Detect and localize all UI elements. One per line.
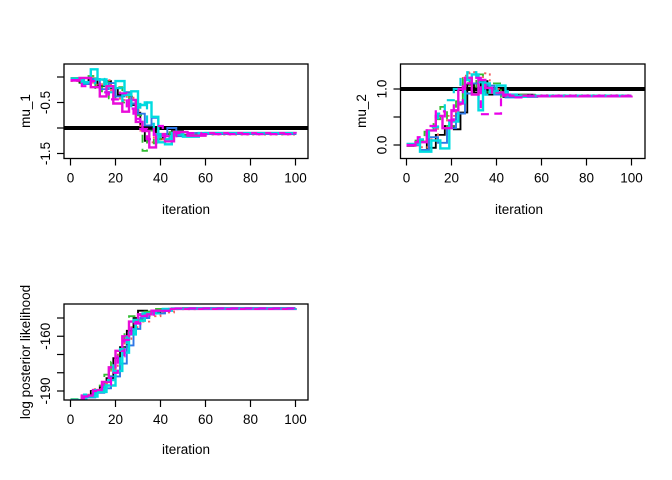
panel-top-right: 0 20 40 60 80 100 0.0 1.0	[375, 63, 646, 186]
trace-chain-7	[406, 71, 632, 145]
ylabel-mu2: mu_2	[354, 94, 369, 128]
trace-chain-8	[70, 79, 297, 141]
x-tick-label: 60	[198, 171, 213, 186]
x-tick-label: 80	[243, 412, 258, 427]
plot-area	[64, 68, 308, 152]
x-tick-label: 100	[284, 171, 307, 186]
plot-box	[63, 303, 309, 401]
plot-box	[63, 63, 309, 160]
trace-chain-8	[406, 76, 632, 147]
xlabel-iteration-top-right: iteration	[494, 202, 544, 217]
trace-chain-7	[70, 77, 297, 141]
trace-chain-5	[406, 73, 632, 153]
x-tick-label: 80	[243, 171, 258, 186]
panel-top-left: 0 20 40 60 80 100 -0.5 -1.5	[38, 63, 309, 186]
x-tick-label: 60	[534, 171, 549, 186]
x-tick-label: 60	[198, 412, 213, 427]
plot-area	[70, 307, 297, 400]
y-tick-label: -160	[38, 323, 53, 350]
plot-box	[399, 63, 646, 160]
y-tick-label: -0.5	[38, 91, 53, 114]
xlabel-iteration-top-left: iteration	[161, 202, 211, 217]
x-tick-label: 0	[403, 171, 411, 186]
y-tick-label: 1.0	[375, 80, 390, 99]
xlabel-iteration-bottom-left: iteration	[161, 442, 211, 457]
x-tick-label: 0	[67, 412, 75, 427]
trace-chain-3	[70, 75, 297, 152]
y-tick-label: 0.0	[375, 136, 390, 155]
x-tick-label: 40	[153, 171, 168, 186]
x-tick-label: 20	[444, 171, 459, 186]
trace-chain-8	[70, 307, 297, 400]
trace-chain-1	[406, 80, 633, 149]
y-tick-label: -1.5	[38, 142, 53, 165]
ylabel-log-posterior-likelihood: log posterior likelihood	[18, 284, 33, 420]
x-tick-label: 100	[284, 412, 307, 427]
y-tick-label: -190	[38, 377, 53, 404]
x-tick-label: 80	[579, 171, 594, 186]
trace-chain-2	[70, 77, 297, 144]
trace-chain-2	[406, 71, 633, 149]
plot-area	[400, 71, 645, 153]
x-tick-label: 20	[108, 171, 123, 186]
x-tick-label: 0	[67, 171, 75, 186]
x-tick-label: 40	[489, 171, 504, 186]
panel-bottom-left: 0 20 40 60 80 100 -160 -190	[38, 303, 309, 427]
trace-chain-7	[70, 307, 297, 400]
x-tick-label: 40	[153, 412, 168, 427]
x-tick-label: 100	[620, 171, 643, 186]
x-tick-label: 20	[108, 412, 123, 427]
